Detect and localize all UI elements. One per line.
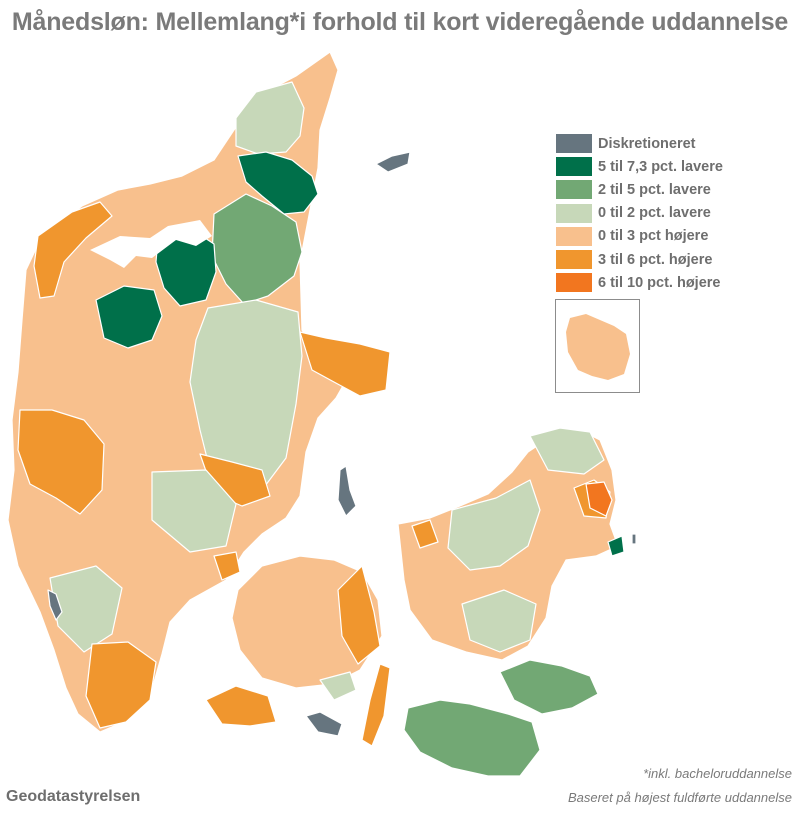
legend-swatch [556, 203, 592, 223]
footnote-basis: Baseret på højest fuldførte uddannelse [567, 790, 792, 805]
region-east-orange [299, 331, 391, 397]
bornholm-inset [555, 299, 640, 393]
legend: Diskretioneret 5 til 7,3 pct. lavere 2 t… [556, 132, 723, 294]
legend-swatch [556, 157, 592, 177]
region-langeland-orange [361, 663, 391, 747]
region-southwest-light-green [49, 565, 123, 653]
legend-item-mid-orange: 3 til 6 pct. højere [556, 248, 723, 271]
region-south-orange [85, 641, 157, 729]
bornholm-island [566, 314, 630, 380]
legend-label: 0 til 2 pct. lavere [598, 205, 711, 222]
legend-swatch [556, 226, 592, 246]
legend-label: 2 til 5 pct. lavere [598, 181, 711, 198]
region-anholt-discretionary [631, 533, 637, 545]
legend-swatch [556, 134, 592, 154]
region-laesoe-discretionary [375, 151, 411, 173]
region-zealand-green [447, 479, 541, 571]
region-fyn-orange [337, 565, 381, 665]
region-northzealand-green [529, 427, 605, 475]
region-samsoe-discretionary [337, 465, 357, 517]
limfjord-water [90, 220, 212, 268]
region-north-mid-green [211, 193, 303, 305]
bornholm-inset-map [566, 314, 630, 380]
region-falster-moen [499, 659, 599, 715]
region-north-light-green [235, 81, 305, 155]
region-fanoe-discretionary [47, 589, 63, 621]
region-odsherred-orange [411, 519, 439, 549]
region-lolland [403, 699, 541, 777]
legend-item-mid-green: 2 til 5 pct. lavere [556, 178, 723, 201]
legend-item-light-orange: 0 til 3 pct højere [556, 225, 723, 248]
legend-label: 0 til 3 pct højere [598, 228, 709, 245]
source-label: Geodatastyrelsen [6, 788, 141, 805]
region-west-dark-green [95, 285, 163, 349]
region-capital-dark-green [607, 535, 625, 557]
region-aeroe-orange [205, 685, 277, 727]
legend-item-dark-green: 5 til 7,3 pct. lavere [556, 155, 723, 178]
region-fyn-south-green [319, 671, 357, 701]
region-west-orange [17, 409, 105, 515]
legend-label: 5 til 7,3 pct. lavere [598, 158, 723, 175]
region-north-dark-green [237, 151, 319, 215]
region-aeroe-discretionary [305, 711, 343, 737]
legend-swatch [556, 180, 592, 200]
legend-item-discretionary: Diskretioneret [556, 132, 723, 155]
legend-label: 3 til 6 pct. højere [598, 251, 713, 268]
legend-swatch [556, 250, 592, 270]
region-copenhagen-dark-orange [585, 481, 613, 517]
map-title: Månedsløn: Mellemlang*i forhold til kort… [11, 8, 789, 36]
region-south-zealand-green [461, 589, 537, 653]
region-south-light-green [151, 469, 237, 553]
footnote-bachelor: *inkl. bacheloruddannelse [643, 766, 792, 781]
legend-label: 6 til 10 pct. højere [598, 274, 721, 291]
region-northwest-orange [33, 201, 113, 299]
region-small-orange [213, 551, 241, 581]
legend-label: Diskretioneret [598, 135, 696, 152]
legend-swatch [556, 273, 592, 293]
legend-item-light-green: 0 til 2 pct. lavere [556, 202, 723, 225]
legend-item-dark-orange: 6 til 10 pct. højere [556, 271, 723, 294]
